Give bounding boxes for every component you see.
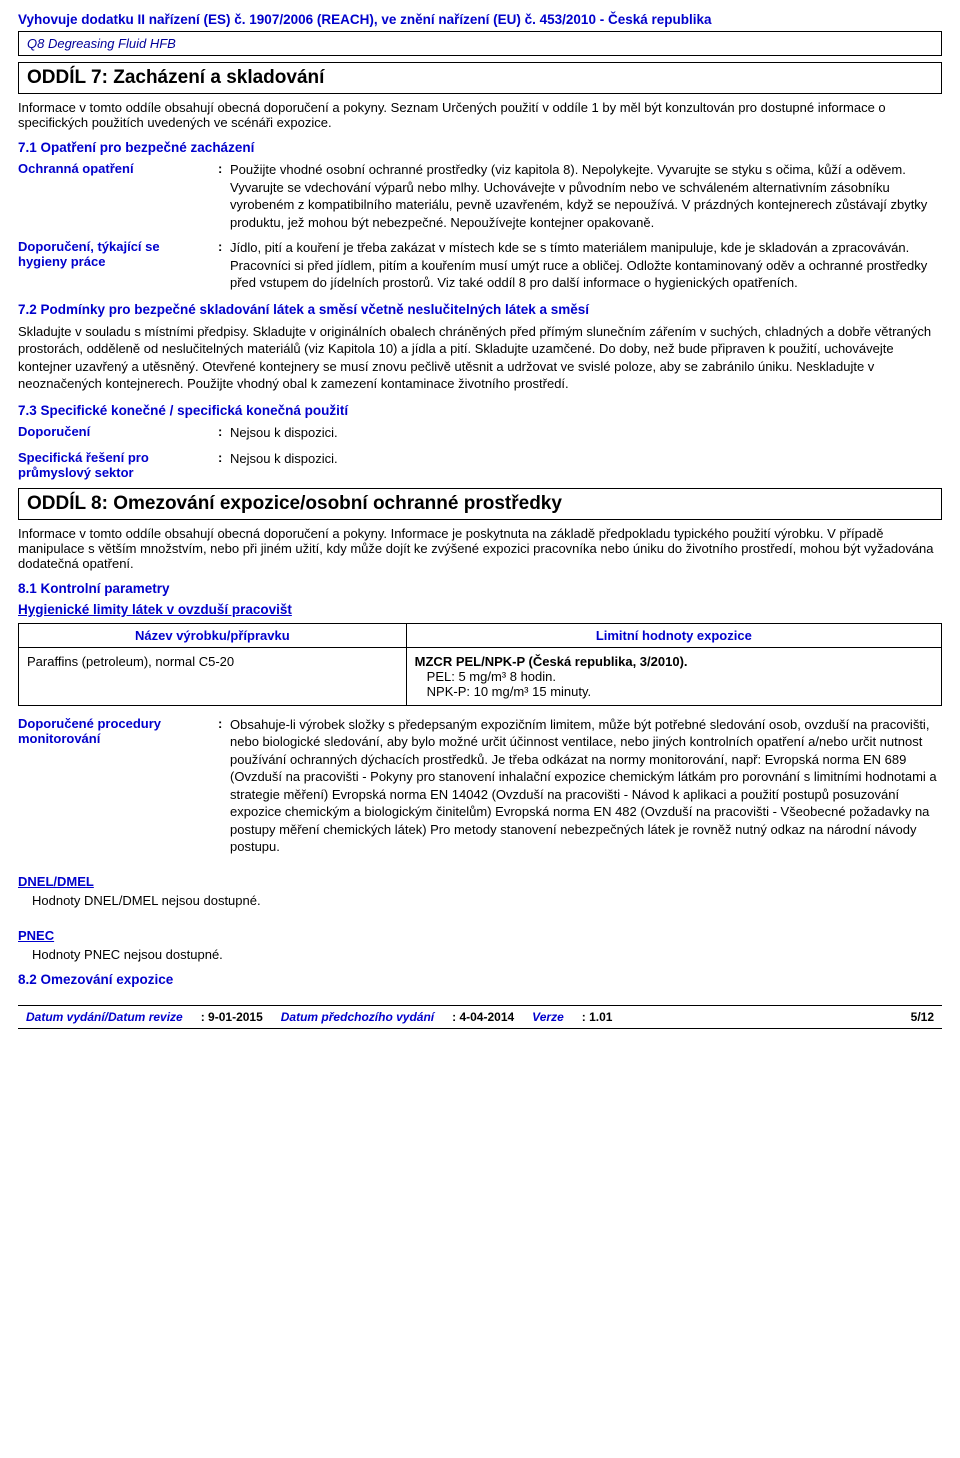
- footer-issue-value: : 9-01-2015: [201, 1010, 263, 1024]
- pnec-text: Hodnoty PNEC nejsou dostupné.: [32, 947, 942, 962]
- protective-measures-row: Ochranná opatření : Použijte vhodné osob…: [18, 161, 942, 231]
- product-name-box: Q8 Degreasing Fluid HFB: [18, 31, 942, 56]
- industrial-solutions-row: Specifická řešení pro průmyslový sektor …: [18, 450, 942, 480]
- table-col2-header: Limitní hodnoty expozice: [406, 623, 941, 647]
- colon: :: [218, 239, 230, 254]
- protective-measures-label: Ochranná opatření: [18, 161, 218, 176]
- hygiene-recommendations-row: Doporučení, týkající se hygieny práce : …: [18, 239, 942, 292]
- footer-page-number: 5/12: [911, 1010, 934, 1024]
- industrial-solutions-value: Nejsou k dispozici.: [230, 450, 942, 468]
- subsection-7-2-body: Skladujte v souladu s místními předpisy.…: [18, 323, 942, 393]
- section-8-box: ODDÍL 8: Omezování expozice/osobní ochra…: [18, 488, 942, 520]
- subsection-8-1-heading: 8.1 Kontrolní parametry: [18, 581, 942, 596]
- page-footer: Datum vydání/Datum revize : 9-01-2015 Da…: [18, 1005, 942, 1029]
- table-cell-limits: MZCR PEL/NPK-P (Česká republika, 3/2010)…: [406, 647, 941, 705]
- dnel-text: Hodnoty DNEL/DMEL nejsou dostupné.: [32, 893, 942, 908]
- section-8-intro: Informace v tomto oddíle obsahují obecná…: [18, 526, 942, 571]
- recommendations-value: Nejsou k dispozici.: [230, 424, 942, 442]
- subsection-8-2-heading: 8.2 Omezování expozice: [18, 972, 942, 987]
- table-cell-product: Paraffins (petroleum), normal C5-20: [19, 647, 407, 705]
- industrial-solutions-label: Specifická řešení pro průmyslový sektor: [18, 450, 218, 480]
- product-name: Q8 Degreasing Fluid HFB: [27, 36, 176, 51]
- colon: :: [218, 424, 230, 439]
- monitoring-procedures-value: Obsahuje-li výrobek složky s předepsaným…: [230, 716, 942, 856]
- limit-heading: MZCR PEL/NPK-P (Česká republika, 3/2010)…: [415, 654, 933, 669]
- recommendations-row: Doporučení : Nejsou k dispozici.: [18, 424, 942, 442]
- hygiene-limits-link[interactable]: Hygienické limity látek v ovzduší pracov…: [18, 602, 292, 617]
- footer-prev-label: Datum předchozího vydání: [281, 1010, 434, 1024]
- table-col1-header: Název výrobku/přípravku: [19, 623, 407, 647]
- limit-pel: PEL: 5 mg/m³ 8 hodin.: [427, 669, 933, 684]
- pnec-link[interactable]: PNEC: [18, 928, 54, 943]
- footer-version-label: Verze: [532, 1010, 564, 1024]
- colon: :: [218, 716, 230, 731]
- monitoring-procedures-row: Doporučené procedury monitorování : Obsa…: [18, 716, 942, 856]
- dnel-link[interactable]: DNEL/DMEL: [18, 874, 94, 889]
- footer-version-value: : 1.01: [582, 1010, 613, 1024]
- subsection-7-3-heading: 7.3 Specifické konečné / specifická kone…: [18, 403, 942, 418]
- exposure-limits-table: Název výrobku/přípravku Limitní hodnoty …: [18, 623, 942, 706]
- limit-npk: NPK-P: 10 mg/m³ 15 minuty.: [427, 684, 933, 699]
- table-row: Paraffins (petroleum), normal C5-20 MZCR…: [19, 647, 942, 705]
- subsection-7-2-heading: 7.2 Podmínky pro bezpečné skladování lát…: [18, 302, 942, 317]
- colon: :: [218, 450, 230, 465]
- section-7-title: ODDÍL 7: Zacházení a skladování: [27, 67, 933, 89]
- regulation-header: Vyhovuje dodatku II nařízení (ES) č. 190…: [18, 12, 942, 27]
- section-8-title: ODDÍL 8: Omezování expozice/osobní ochra…: [27, 493, 933, 515]
- protective-measures-value: Použijte vhodné osobní ochranné prostřed…: [230, 161, 942, 231]
- subsection-7-1-heading: 7.1 Opatření pro bezpečné zacházení: [18, 140, 942, 155]
- footer-prev-value: : 4-04-2014: [452, 1010, 514, 1024]
- footer-issue-label: Datum vydání/Datum revize: [26, 1010, 183, 1024]
- section-7-intro: Informace v tomto oddíle obsahují obecná…: [18, 100, 942, 130]
- monitoring-procedures-label: Doporučené procedury monitorování: [18, 716, 218, 746]
- hygiene-recommendations-label: Doporučení, týkající se hygieny práce: [18, 239, 218, 269]
- hygiene-recommendations-value: Jídlo, pití a kouření je třeba zakázat v…: [230, 239, 942, 292]
- colon: :: [218, 161, 230, 176]
- section-7-box: ODDÍL 7: Zacházení a skladování: [18, 62, 942, 94]
- recommendations-label: Doporučení: [18, 424, 218, 439]
